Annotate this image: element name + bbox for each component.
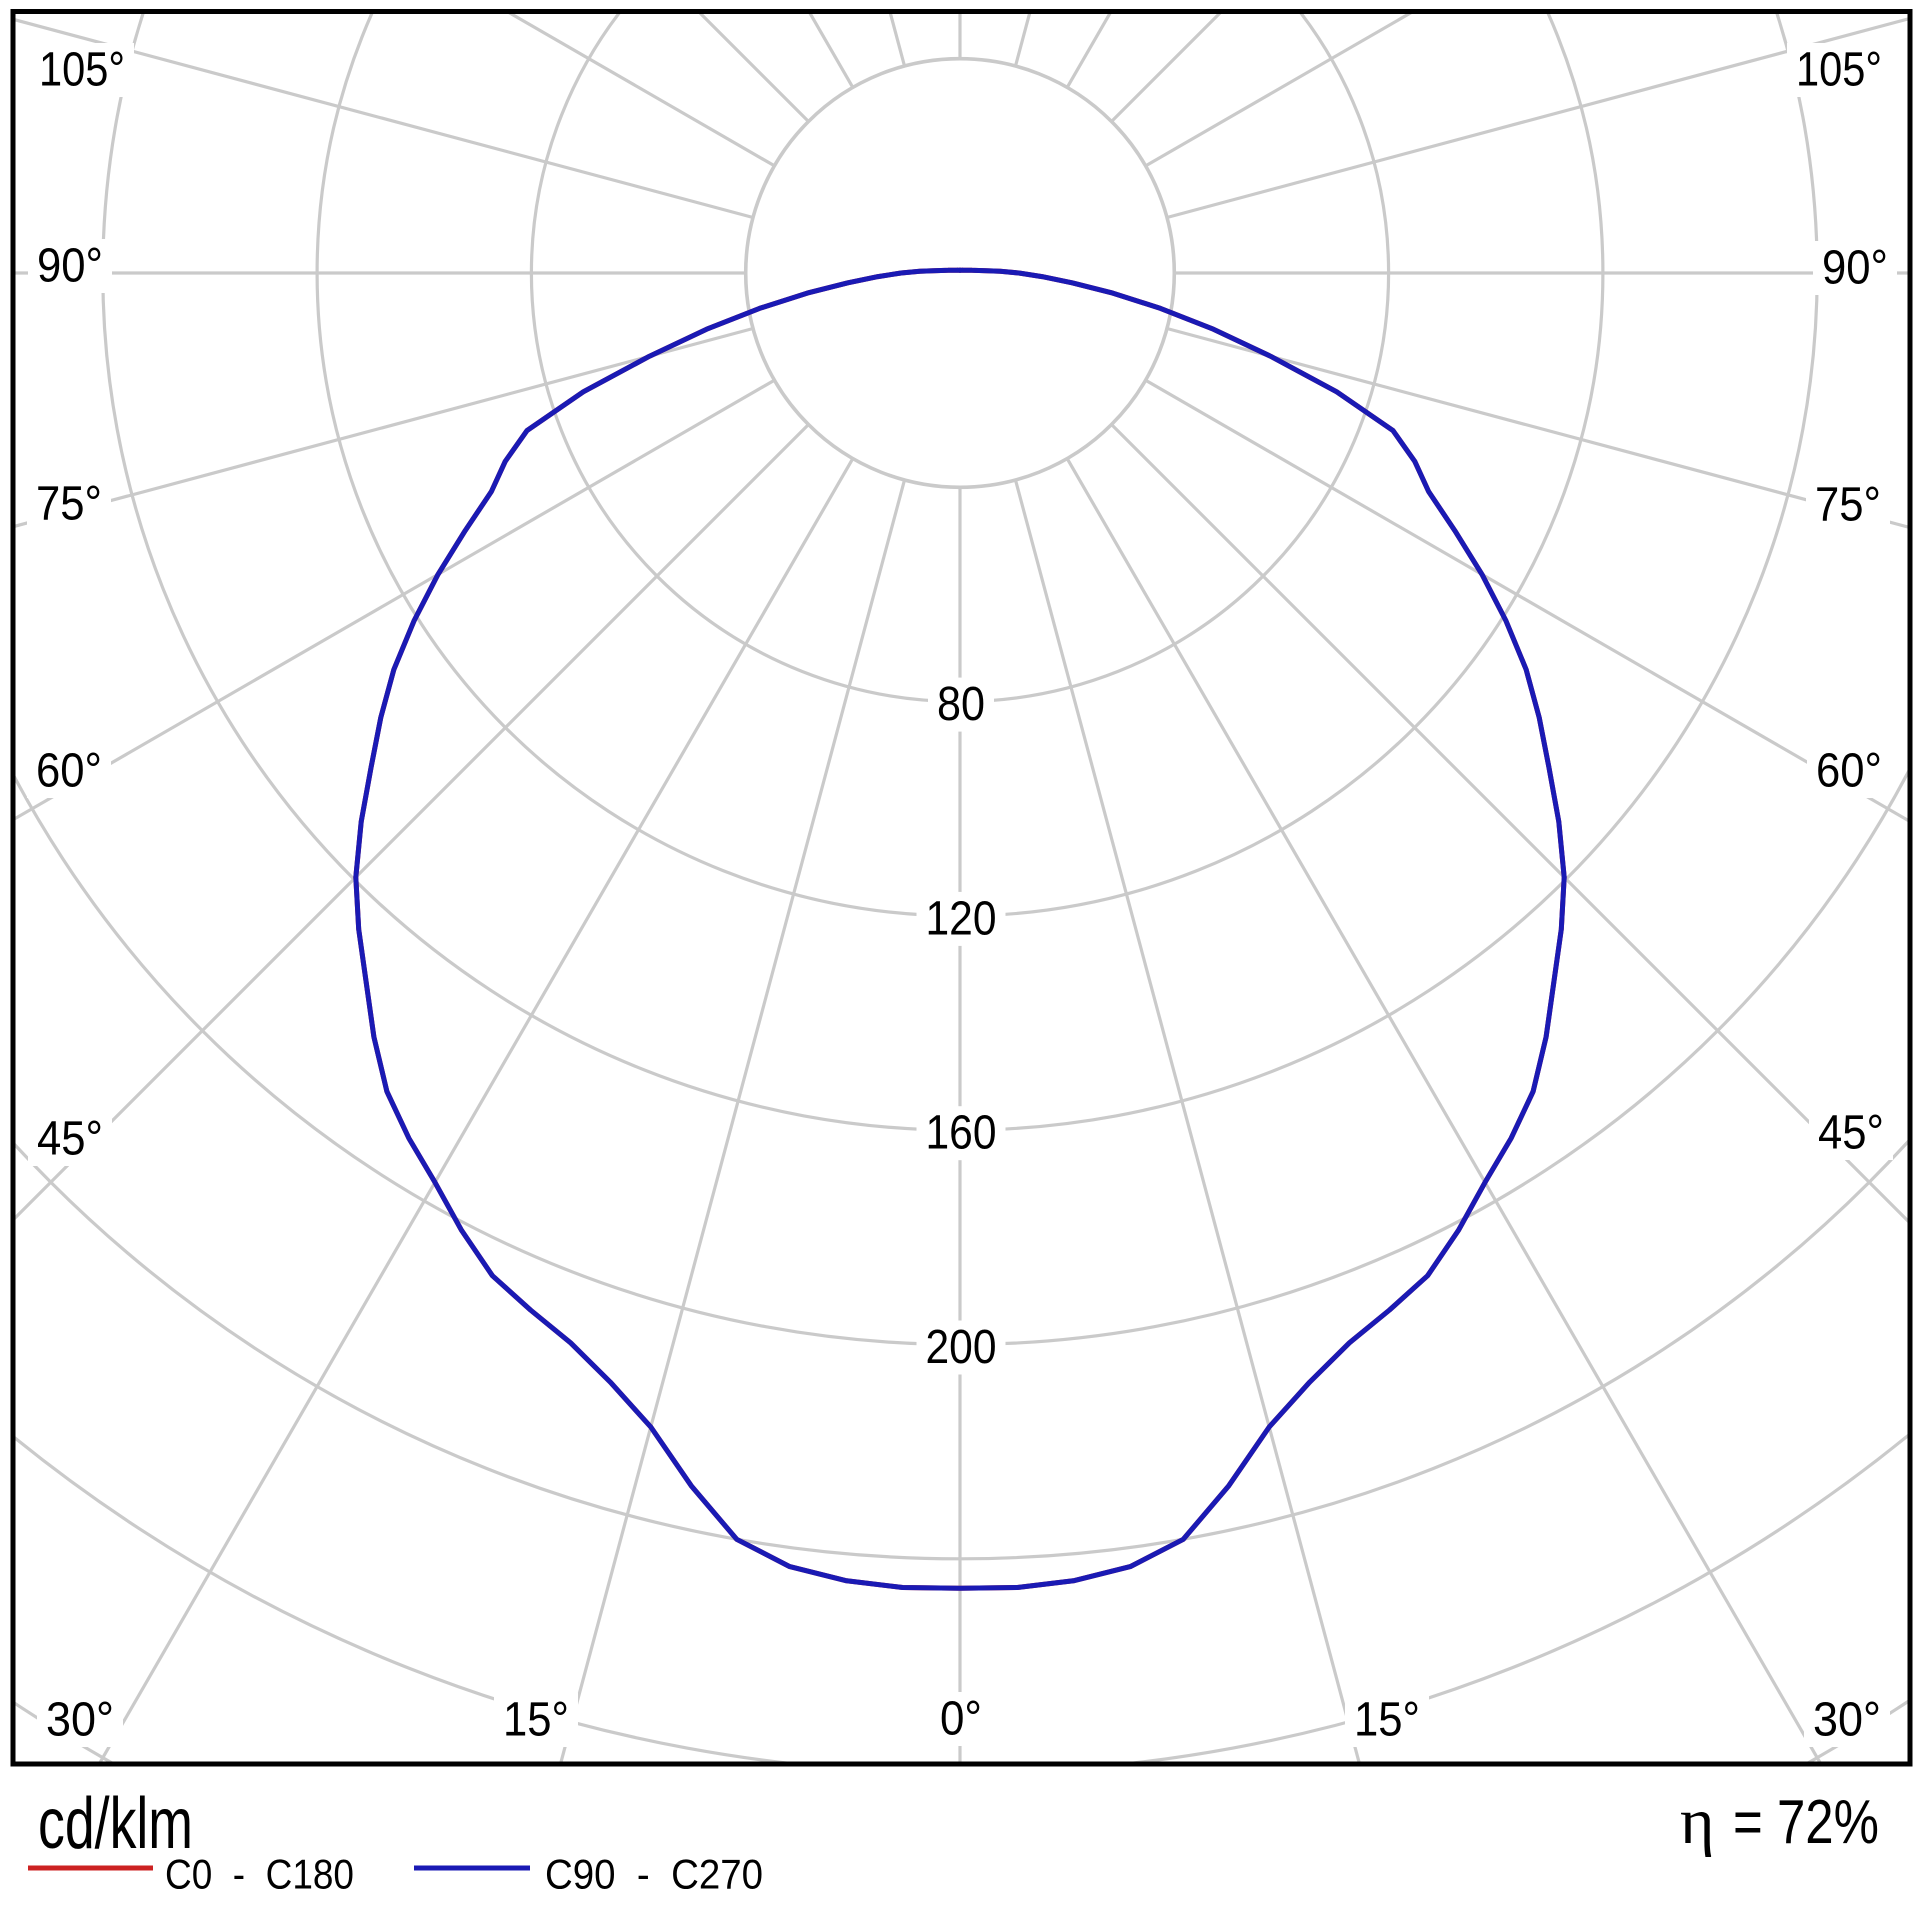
svg-text:60°: 60°	[36, 745, 102, 798]
svg-text:cd/klm: cd/klm	[38, 1784, 193, 1864]
svg-text:30°: 30°	[1813, 1694, 1881, 1747]
svg-text:90°: 90°	[1822, 242, 1888, 295]
svg-text:90°: 90°	[37, 240, 103, 293]
svg-text:120: 120	[926, 892, 997, 945]
svg-text:80: 80	[937, 678, 985, 731]
svg-text:= 72%: = 72%	[1733, 1788, 1879, 1857]
svg-text:105°: 105°	[1796, 44, 1882, 97]
svg-text:105°: 105°	[39, 44, 125, 97]
svg-text:60°: 60°	[1816, 745, 1882, 798]
svg-text:45°: 45°	[37, 1113, 103, 1166]
svg-text:30°: 30°	[46, 1694, 114, 1747]
svg-text:0°: 0°	[940, 1693, 982, 1746]
svg-text:15°: 15°	[1354, 1694, 1420, 1747]
svg-text:75°: 75°	[1815, 479, 1881, 532]
svg-text:200: 200	[926, 1321, 997, 1374]
svg-text:45°: 45°	[1818, 1107, 1884, 1160]
svg-text:15°: 15°	[503, 1694, 569, 1747]
svg-text:75°: 75°	[36, 478, 102, 531]
svg-text:160: 160	[926, 1107, 997, 1160]
svg-text:C0 - C180: C0 - C180	[165, 1851, 354, 1898]
svg-text:η: η	[1680, 1785, 1715, 1858]
svg-text:C90 - C270: C90 - C270	[545, 1851, 763, 1898]
